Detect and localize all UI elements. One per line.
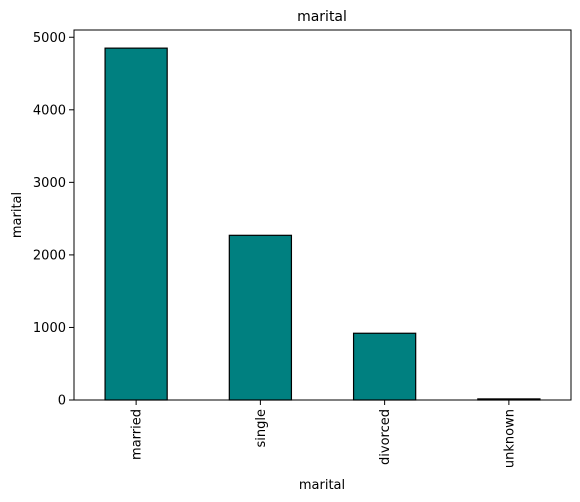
x-tick-label: single — [254, 409, 269, 448]
bar-married — [104, 47, 168, 401]
chart-title: marital — [297, 9, 347, 25]
bar-single — [228, 234, 293, 401]
x-tick-label: married — [130, 409, 145, 460]
y-tick-label: 1000 — [33, 321, 66, 336]
y-tick-label: 3000 — [33, 176, 66, 191]
x-axis: married single divorced unknown — [130, 400, 517, 468]
x-tick-label: divorced — [378, 409, 393, 465]
y-tick-label: 2000 — [33, 248, 66, 263]
y-tick-label: 5000 — [33, 31, 66, 46]
x-tick-label: unknown — [502, 409, 517, 468]
y-axis: 0 1000 2000 3000 4000 5000 — [33, 31, 74, 409]
y-tick-label: 4000 — [33, 103, 66, 118]
y-tick-label: 0 — [58, 394, 66, 409]
x-axis-label: marital — [299, 478, 345, 493]
bar-divorced — [352, 332, 417, 401]
plot-frame — [73, 29, 572, 401]
bars-group — [104, 47, 541, 401]
y-axis-label: marital — [10, 192, 25, 238]
